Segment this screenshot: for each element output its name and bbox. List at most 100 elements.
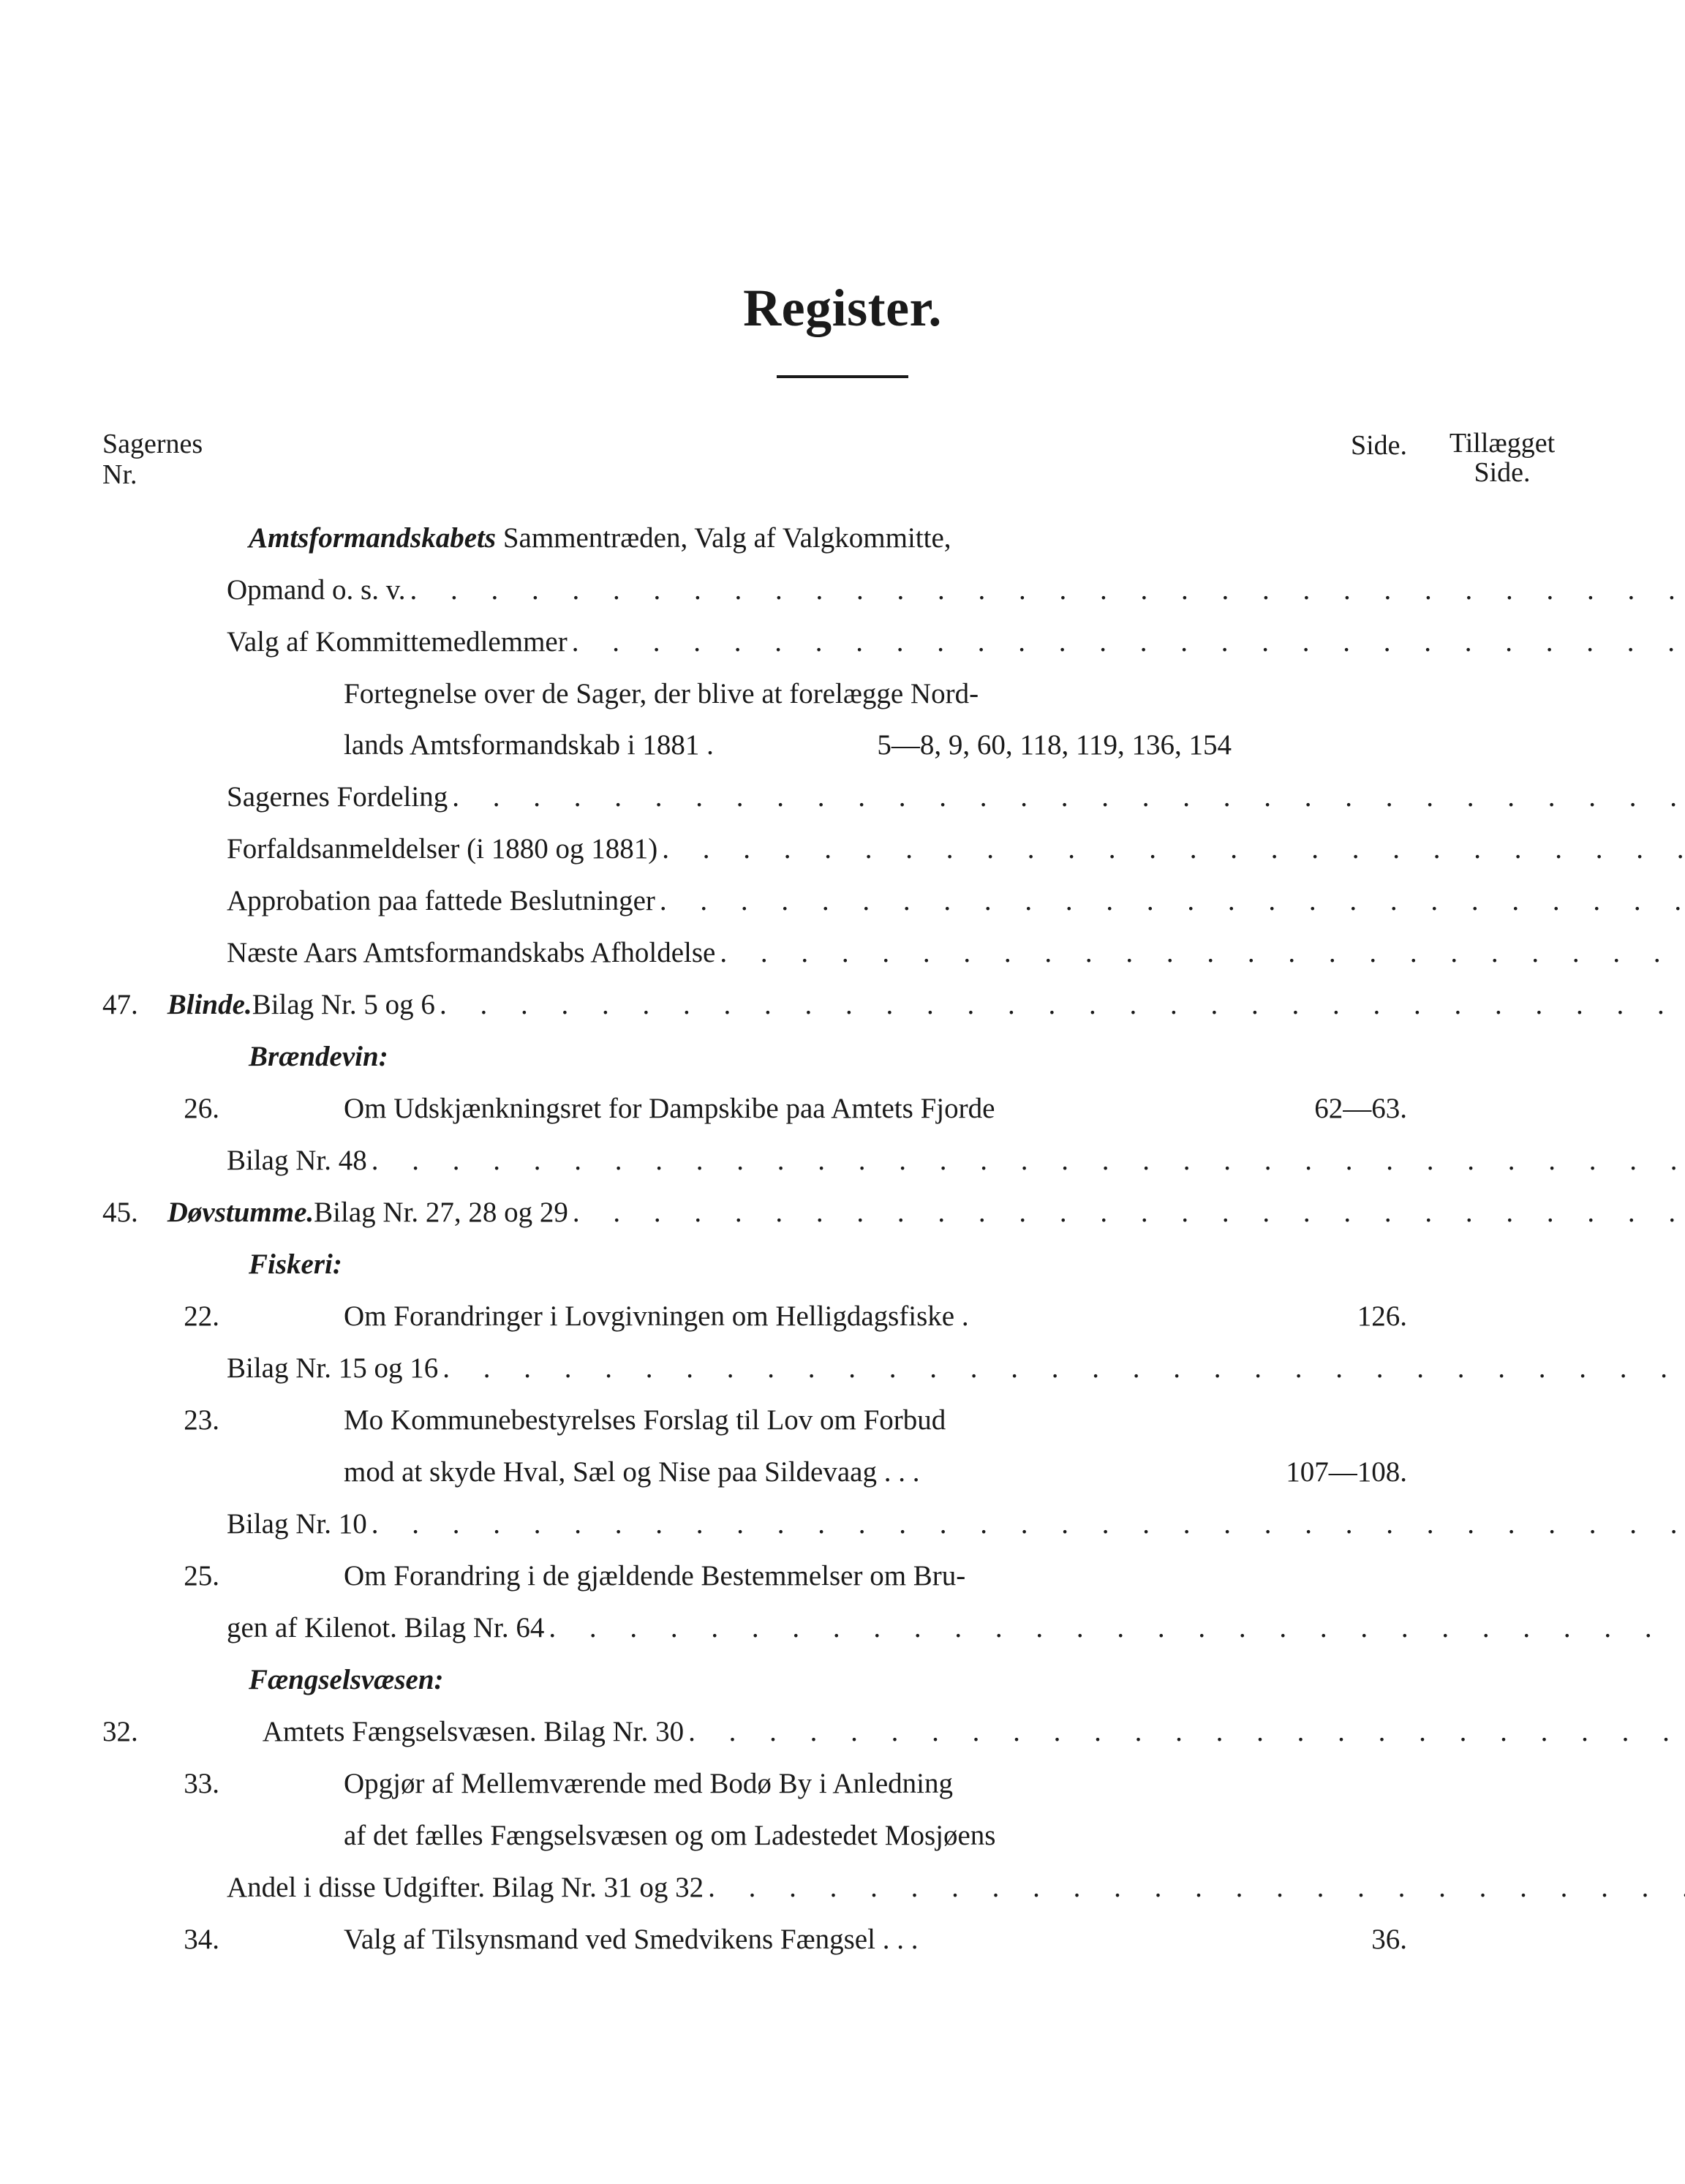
- leader-dots: [684, 1706, 1685, 1758]
- row-body: Opgjør af Mellemværende med Bodø By i An…: [249, 1758, 1232, 1810]
- row-number: 34.: [102, 1914, 249, 1966]
- register-row: Approbation paa fattede Beslutninger157.: [102, 876, 1583, 927]
- row-text: af det fælles Fængselsvæsen og om Ladest…: [344, 1810, 995, 1862]
- leader-dots: [367, 1499, 1685, 1551]
- row-side: 36.: [1232, 1914, 1422, 1966]
- row-text: lands Amtsformandskab i 1881 .: [344, 720, 714, 772]
- row-body: Bilag Nr. 10: [132, 1499, 1685, 1551]
- row-body: Valg af Tilsynsmand ved Smedvikens Fængs…: [249, 1914, 1232, 1966]
- mixed-term: Døvstumme.: [167, 1187, 314, 1239]
- row-text: Sagernes Fordeling: [227, 772, 448, 824]
- row-text: Valg af Tilsynsmand ved Smedvikens Fængs…: [344, 1914, 918, 1966]
- header-side: Side.: [1290, 429, 1422, 491]
- row-text: Bilag Nr. 48: [227, 1135, 367, 1187]
- register-row: 22.Om Forandringer i Lovgivningen om Hel…: [102, 1291, 1583, 1343]
- row-mixed: Døvstumme. Bilag Nr. 27, 28 og 29: [167, 1187, 1685, 1239]
- row-number: 26.: [102, 1083, 249, 1135]
- leader-dots: [367, 1135, 1685, 1187]
- row-body: Andel i disse Udgifter. Bilag Nr. 31 og …: [132, 1862, 1685, 1914]
- row-body: Fortegnelse over de Sager, der blive at …: [249, 669, 1232, 720]
- row-number: 45.: [102, 1187, 167, 1239]
- row-body: af det fælles Fængselsvæsen og om Ladest…: [249, 1810, 1232, 1862]
- leader-dots: [715, 927, 1685, 979]
- register-row: Bilag Nr. 48108—109.: [102, 1135, 1583, 1187]
- header-till-l2: Side.: [1474, 457, 1530, 488]
- row-text: Om Forandring i de gjældende Bestemmelse…: [344, 1551, 965, 1603]
- register-row: Brændevin:: [102, 1031, 1583, 1083]
- register-row: Bilag Nr. 15 og 1622—24.: [102, 1343, 1583, 1395]
- leader-dots: [544, 1603, 1685, 1654]
- row-body: Forfaldsanmeldelser (i 1880 og 1881): [132, 824, 1685, 876]
- row-body: Om Forandringer i Lovgivningen om Hellig…: [249, 1291, 1232, 1343]
- register-row: 33. Opgjør af Mellemværende med Bodø By i…: [102, 1758, 1583, 1810]
- register-row: Andel i disse Udgifter. Bilag Nr. 31 og …: [102, 1862, 1583, 1914]
- register-row: 47.Blinde. Bilag Nr. 5 og 637—38.4—5.: [102, 979, 1583, 1031]
- row-text: Approbation paa fattede Beslutninger: [227, 876, 655, 927]
- row-text: gen af Kilenot. Bilag Nr. 64: [227, 1603, 544, 1654]
- row-heading: Fiskeri:: [249, 1239, 1232, 1291]
- header-sagernes: Sagernes Nr.: [102, 429, 249, 491]
- row-text: Amtets Fængselsvæsen. Bilag Nr. 30: [263, 1706, 684, 1758]
- row-text: Om Udskjænkningsret for Dampskibe paa Am…: [344, 1083, 995, 1135]
- leader-dots: [655, 876, 1685, 927]
- heading-term: Fængselsvæsen:: [249, 1664, 444, 1695]
- register-row: Opmand o. s. v.3—5.: [102, 565, 1583, 617]
- heading-rest: Sammentræden, Valg af Valgkommitte,: [496, 522, 951, 554]
- row-body: Opmand o. s. v.: [132, 565, 1685, 617]
- register-row: Bilag Nr. 1017—18.: [102, 1499, 1583, 1551]
- register-row: af det fælles Fængselsvæsen og om Ladest…: [102, 1810, 1583, 1862]
- leader-dots: [438, 1343, 1685, 1395]
- register-row: gen af Kilenot. Bilag Nr. 6462.159.: [102, 1603, 1583, 1654]
- register-row: Sagernes Fordeling8—9, 60, 118, 119.: [102, 772, 1583, 824]
- row-number: 47.: [102, 979, 167, 1031]
- row-body: Valg af Kommittemedlemmer: [132, 617, 1685, 669]
- page: Register. Sagernes Nr. Side. Tillægget S…: [0, 0, 1685, 2184]
- heading-term: Amtsformandskabets: [249, 522, 496, 554]
- header-sagernes-l2: Nr.: [102, 459, 137, 490]
- row-text: Opmand o. s. v.: [227, 565, 405, 617]
- leader-dots: [704, 1862, 1685, 1914]
- row-side: 62—63.: [1232, 1083, 1422, 1135]
- register-row: Valg af Kommittemedlemmer8—9.: [102, 617, 1583, 669]
- row-side: 126.: [1232, 1291, 1422, 1343]
- title-rule: [777, 375, 908, 378]
- row-body: Sagernes Fordeling8—9, 60, 118, 119.: [132, 772, 1685, 824]
- row-body: Amtets Fængselsvæsen. Bilag Nr. 30: [167, 1706, 1685, 1758]
- leader-dots: [657, 824, 1685, 876]
- mixed-rest: Bilag Nr. 5 og 6: [252, 979, 435, 1031]
- row-body: Bilag Nr. 15 og 16: [132, 1343, 1685, 1395]
- register-row: 26. Om Udskjænkningsret for Dampskibe paa…: [102, 1083, 1583, 1135]
- row-body: Næste Aars Amtsformandskabs Afholdelse: [132, 927, 1685, 979]
- row-body: Approbation paa fattede Beslutninger: [132, 876, 1685, 927]
- register-row: Næste Aars Amtsformandskabs Afholdelse15…: [102, 927, 1583, 979]
- register-row: mod at skyde Hval, Sæl og Nise paa Silde…: [102, 1447, 1583, 1499]
- register-row: 45.Døvstumme. Bilag Nr. 27, 28 og 2964—6…: [102, 1187, 1583, 1239]
- row-heading: Amtsformandskabets Sammentræden, Valg af…: [249, 513, 1232, 565]
- heading-term: Fiskeri:: [249, 1249, 342, 1280]
- register-row: lands Amtsformandskab i 1881 .5—8, 9, 60…: [102, 720, 1583, 772]
- register-body: Amtsformandskabets Sammentræden, Valg af…: [102, 513, 1583, 1966]
- register-row: Fængselsvæsen:: [102, 1654, 1583, 1706]
- row-text: Forfaldsanmeldelser (i 1880 og 1881): [227, 824, 657, 876]
- row-body: mod at skyde Hval, Sæl og Nise paa Silde…: [249, 1447, 1232, 1499]
- register-row: 34. Valg af Tilsynsmand ved Smedvikens Fæ…: [102, 1914, 1583, 1966]
- row-number: 25.: [102, 1551, 249, 1603]
- row-body: Om Forandring i de gjældende Bestemmelse…: [249, 1551, 1232, 1603]
- row-number: 23.: [102, 1395, 249, 1447]
- row-number: 32.: [102, 1706, 167, 1758]
- leader-dots: [435, 979, 1685, 1031]
- leader-dots: [568, 617, 1685, 669]
- row-text: Mo Kommunebestyrelses Forslag til Lov om…: [344, 1395, 946, 1447]
- register-row: Forfaldsanmeldelser (i 1880 og 1881)4, 6…: [102, 824, 1583, 876]
- row-heading: Brændevin:: [249, 1031, 1232, 1083]
- row-text: Valg af Kommittemedlemmer: [227, 617, 568, 669]
- row-number: 33.: [102, 1758, 249, 1810]
- row-text: Næste Aars Amtsformandskabs Afholdelse: [227, 927, 715, 979]
- leader-dots: [405, 565, 1685, 617]
- row-body: Om Udskjænkningsret for Dampskibe paa Am…: [249, 1083, 1232, 1135]
- register-row: 23. Mo Kommunebestyrelses Forslag til Lov…: [102, 1395, 1583, 1447]
- row-text: Om Forandringer i Lovgivningen om Hellig…: [344, 1291, 969, 1343]
- heading-term: Brændevin:: [249, 1041, 388, 1072]
- row-text: Opgjør af Mellemværende med Bodø By i An…: [344, 1758, 953, 1810]
- column-headers: Sagernes Nr. Side. Tillægget Side.: [102, 429, 1583, 491]
